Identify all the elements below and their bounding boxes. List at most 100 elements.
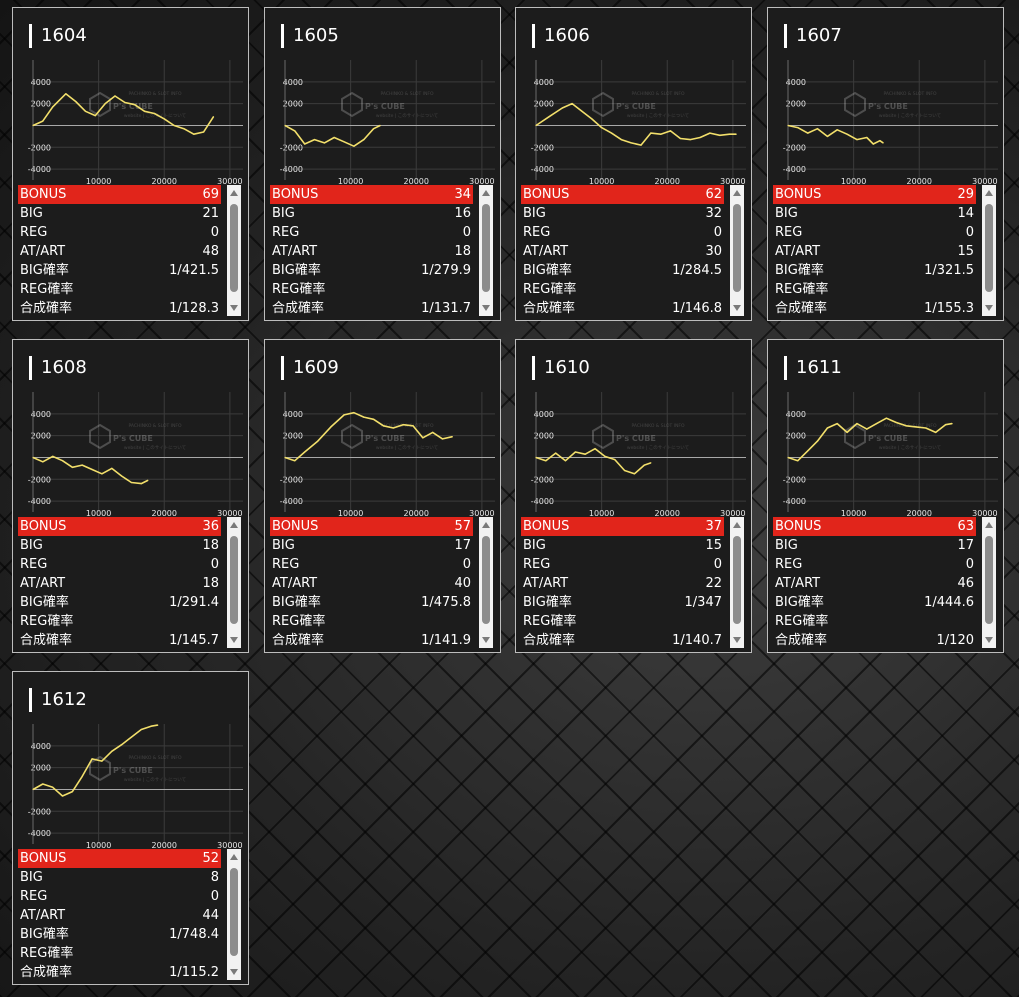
- scrollbar[interactable]: [227, 517, 241, 648]
- stat-value: 0: [713, 225, 722, 240]
- data-point: [101, 760, 103, 762]
- stat-label: BONUS: [20, 851, 67, 866]
- scroll-down-icon[interactable]: [733, 305, 741, 311]
- stats-list[interactable]: BONUS 36 BIG 18 REG 0 AT/ART 18 BIG確率 1/291.4 REG確…: [18, 517, 241, 648]
- scroll-thumb[interactable]: [985, 536, 993, 624]
- scroll-thumb[interactable]: [482, 204, 490, 292]
- scroll-thumb[interactable]: [230, 868, 238, 956]
- stat-value: 40: [454, 576, 471, 591]
- stat-row-total-rate: 合成確率 1/145.7: [18, 631, 221, 650]
- stats-list[interactable]: BONUS 63 BIG 17 REG 0 AT/ART 46 BIG確率 1/444.6 REG確…: [773, 517, 996, 648]
- stat-value: 15: [705, 538, 722, 553]
- machine-card-1610[interactable]: 1610 4000 2000 -2000 -4000 10000 20000 30000 P's…: [515, 339, 752, 653]
- x-tick-label: 20000: [655, 177, 680, 186]
- stat-label: BONUS: [775, 187, 822, 202]
- stat-row-big-rate: BIG確率 1/444.6: [773, 593, 976, 612]
- data-point: [32, 456, 34, 459]
- machine-card-1606[interactable]: 1606 4000 2000 -2000 -4000 10000 20000 30000 P's…: [515, 7, 752, 321]
- machine-number: 1609: [281, 356, 339, 380]
- machine-card-1612[interactable]: 1612 4000 2000 -2000 -4000 10000 20000 30000 P's…: [12, 671, 249, 985]
- stat-row-total-rate: 合成確率 1/128.3: [18, 299, 221, 318]
- stat-row-big-rate: BIG確率 1/284.5: [521, 261, 724, 280]
- scrollbar[interactable]: [227, 849, 241, 980]
- x-tick-label: 20000: [152, 509, 177, 518]
- scroll-down-icon[interactable]: [482, 305, 490, 311]
- scrollbar[interactable]: [982, 517, 996, 648]
- scroll-down-icon[interactable]: [985, 637, 993, 643]
- data-point: [147, 479, 149, 481]
- data-point: [52, 786, 54, 788]
- data-point: [581, 110, 583, 112]
- stats-list[interactable]: BONUS 57 BIG 17 REG 0 AT/ART 40 BIG確率 1/475.8 REG確…: [270, 517, 493, 648]
- stat-value: 14: [957, 206, 974, 221]
- stats-list[interactable]: BONUS 29 BIG 14 REG 0 AT/ART 15 BIG確率 1/321.5 REG確…: [773, 185, 996, 316]
- scroll-thumb[interactable]: [733, 536, 741, 624]
- watermark-cube-icon: [844, 91, 866, 118]
- stats-list[interactable]: BONUS 69 BIG 21 REG 0 AT/ART 48 BIG確率 1/421.5 REG確…: [18, 185, 241, 316]
- scrollbar[interactable]: [227, 185, 241, 316]
- data-point: [134, 104, 136, 106]
- machine-card-1607[interactable]: 1607 4000 2000 -2000 -4000 10000 20000 30000 P's…: [767, 7, 1004, 321]
- graph-chart: 4000 2000 -2000 -4000 10000 20000 30000 P's CUB…: [28, 392, 243, 518]
- data-point: [32, 788, 34, 791]
- stat-label: BIG: [775, 538, 798, 553]
- stats-list[interactable]: BONUS 52 BIG 8 REG 0 AT/ART 44 BIG確率 1/748.4 REG確率…: [18, 849, 241, 980]
- scroll-up-icon[interactable]: [985, 190, 993, 196]
- stat-value: 44: [202, 908, 219, 923]
- stat-row-big: BIG 15: [521, 536, 724, 555]
- scroll-down-icon[interactable]: [230, 305, 238, 311]
- y-tick-label: 4000: [534, 78, 554, 87]
- scroll-up-icon[interactable]: [985, 522, 993, 528]
- x-tick-label: 20000: [152, 841, 177, 850]
- scroll-up-icon[interactable]: [733, 190, 741, 196]
- stat-value: 18: [202, 576, 219, 591]
- scroll-up-icon[interactable]: [230, 190, 238, 196]
- scroll-down-icon[interactable]: [482, 637, 490, 643]
- data-point: [120, 744, 123, 746]
- data-point: [432, 431, 434, 433]
- data-point: [203, 131, 205, 133]
- scrollbar[interactable]: [479, 517, 493, 648]
- y-tick-label: -4000: [28, 829, 51, 838]
- scroll-down-icon[interactable]: [985, 305, 993, 311]
- scroll-up-icon[interactable]: [733, 522, 741, 528]
- machine-card-1604[interactable]: 1604 4000 2000 -2000 -4000 10000 20000 30000 P's…: [12, 7, 249, 321]
- scroll-up-icon[interactable]: [482, 522, 490, 528]
- machine-card-1609[interactable]: 1609 4000 2000 -2000 -4000 10000 20000 30000 P's…: [264, 339, 501, 653]
- scroll-thumb[interactable]: [230, 204, 238, 292]
- data-point: [101, 473, 103, 475]
- machine-card-1605[interactable]: 1605 4000 2000 -2000 -4000 10000 20000 30000 P's…: [264, 7, 501, 321]
- data-point: [143, 110, 146, 112]
- scroll-up-icon[interactable]: [482, 190, 490, 196]
- scroll-down-icon[interactable]: [230, 637, 238, 643]
- data-point: [363, 416, 365, 418]
- stat-row-bonus: BONUS 62: [521, 185, 724, 204]
- stats-list[interactable]: BONUS 37 BIG 15 REG 0 AT/ART 22 BIG確率 1/347 REG確率合…: [521, 517, 744, 648]
- scroll-up-icon[interactable]: [230, 854, 238, 860]
- scrollbar[interactable]: [730, 185, 744, 316]
- scrollbar[interactable]: [479, 185, 493, 316]
- stats-list[interactable]: BONUS 62 BIG 32 REG 0 AT/ART 30 BIG確率 1/284.5 REG確…: [521, 185, 744, 316]
- scrollbar[interactable]: [982, 185, 996, 316]
- data-point: [91, 468, 93, 471]
- scroll-down-icon[interactable]: [733, 637, 741, 643]
- scroll-thumb[interactable]: [733, 204, 741, 292]
- data-point: [709, 132, 711, 134]
- stat-label: BIG確率: [20, 263, 69, 278]
- scrollbar[interactable]: [730, 517, 744, 648]
- scroll-thumb[interactable]: [985, 204, 993, 292]
- scroll-thumb[interactable]: [230, 536, 238, 624]
- scroll-up-icon[interactable]: [230, 522, 238, 528]
- data-point: [173, 124, 175, 127]
- watermark-tagline: PACHINKO & SLOT INFO: [631, 91, 684, 97]
- y-tick-label: 2000: [31, 432, 51, 441]
- watermark-logo: P's CUBE PACHINKO & SLOT INFO website | この…: [592, 423, 689, 451]
- stats-list[interactable]: BONUS 34 BIG 16 REG 0 AT/ART 18 BIG確率 1/279.9 REG確…: [270, 185, 493, 316]
- scroll-down-icon[interactable]: [230, 969, 238, 975]
- machine-card-1608[interactable]: 1608 4000 2000 -2000 -4000 10000 20000 30000 P's…: [12, 339, 249, 653]
- x-tick-label: 20000: [907, 177, 932, 186]
- data-point: [330, 426, 332, 428]
- machine-card-1611[interactable]: 1611 4000 2000 -2000 -4000 10000 20000 30000 P's…: [767, 339, 1004, 653]
- stat-value: 1/347: [684, 595, 722, 610]
- scroll-thumb[interactable]: [482, 536, 490, 624]
